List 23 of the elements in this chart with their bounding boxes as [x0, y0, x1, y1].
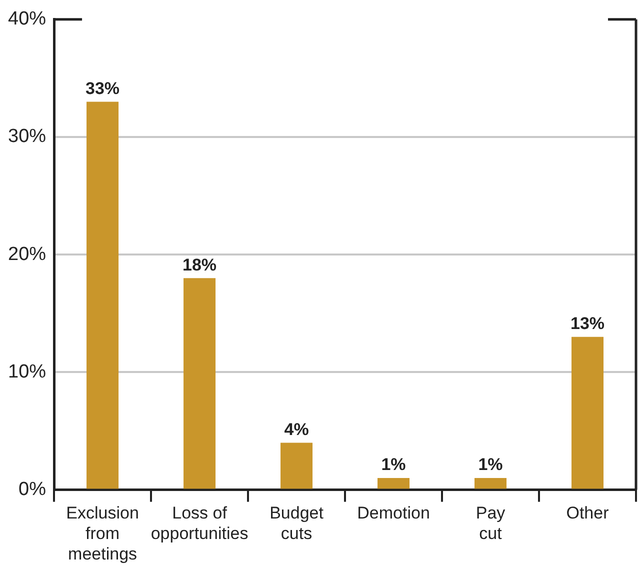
data-label: 1%	[478, 455, 503, 474]
x-tick-label: Loss of opportunities	[150, 504, 248, 544]
bar	[184, 278, 216, 489]
bar	[378, 478, 410, 489]
data-label: 18%	[182, 255, 217, 274]
y-tick-label: 30%	[8, 126, 46, 148]
data-label: 33%	[86, 78, 120, 98]
x-tick-label: Pay cut	[476, 504, 506, 544]
y-tick-label: 20%	[8, 244, 46, 265]
data-label: 13%	[570, 314, 605, 334]
x-tick-label: Exclusion from meetings	[66, 504, 139, 564]
y-tick-label: 0%	[18, 479, 46, 500]
y-tick-label: 40%	[8, 8, 46, 30]
x-tick-label: Other	[566, 504, 610, 523]
bar	[86, 102, 119, 489]
data-label: 4%	[284, 420, 309, 439]
y-tick-label: 10%	[8, 361, 46, 382]
bar	[474, 478, 507, 489]
data-label: 1%	[381, 455, 406, 474]
x-tick-label: Budget cuts	[270, 504, 324, 544]
bar	[572, 336, 604, 489]
bar	[280, 442, 313, 489]
x-tick-label: Demotion	[357, 504, 430, 523]
